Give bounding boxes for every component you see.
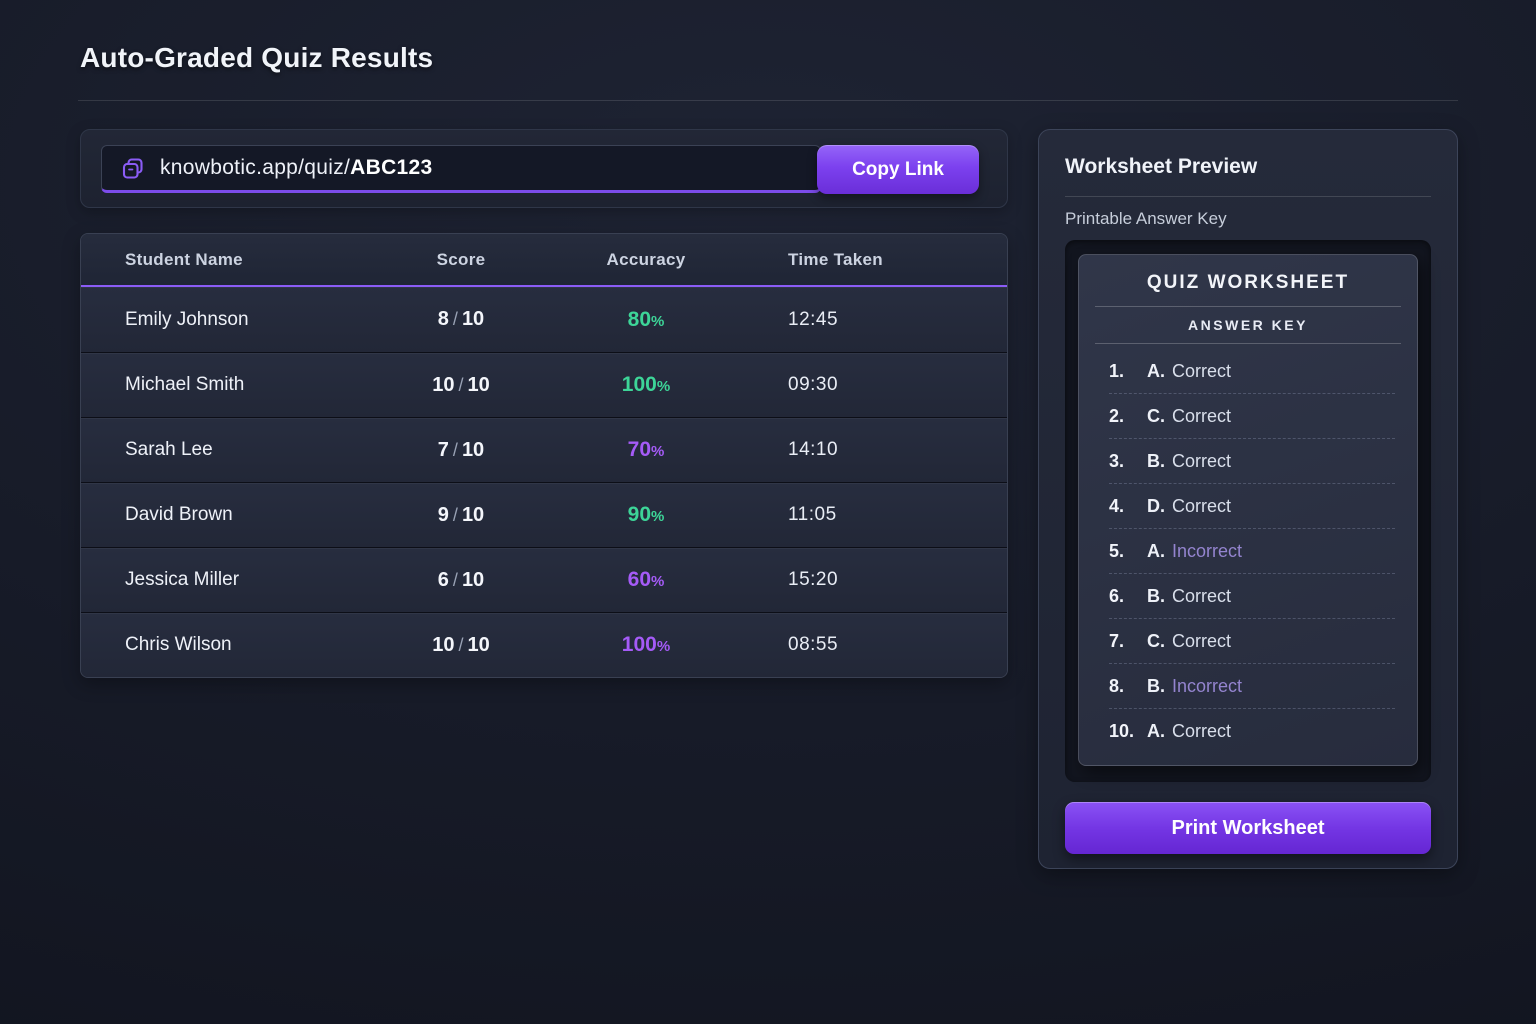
answer-key-item: 3. B. Correct — [1109, 439, 1395, 484]
accuracy-cell: 100% — [621, 373, 671, 396]
time-taken-cell: 08:55 — [788, 634, 839, 655]
answer-result: Correct — [1172, 406, 1232, 426]
answer-number: 6. — [1109, 586, 1125, 606]
answer-letter: D. — [1147, 496, 1165, 516]
answer-key-item: 7. C. Correct — [1109, 619, 1395, 664]
panel-subtitle: Printable Answer Key — [1065, 209, 1227, 228]
quiz-url-text: knowbotic.app/quiz/ABC123 — [160, 156, 433, 179]
score-cell: 9/10 — [437, 503, 485, 526]
table-row: Sarah Lee 7/10 70% 14:10 — [81, 417, 1007, 482]
column-header-score: Score — [436, 249, 486, 269]
worksheet-preview-panel: Worksheet Preview Printable Answer Key Q… — [1038, 129, 1458, 869]
answer-result: Incorrect — [1172, 541, 1243, 561]
table-header-row: Student Name Score Accuracy Time Taken — [81, 234, 1007, 287]
accuracy-cell: 70% — [627, 438, 665, 461]
worksheet-frame: QUIZ WORKSHEET ANSWER KEY 1. A. Correct … — [1065, 240, 1431, 782]
answer-letter: A. — [1147, 361, 1165, 381]
answer-number: 1. — [1109, 361, 1125, 381]
quiz-code: ABC123 — [350, 156, 433, 179]
time-taken-cell: 15:20 — [788, 569, 839, 590]
results-table: Student Name Score Accuracy Time Taken E… — [80, 233, 1008, 678]
score-cell: 10/10 — [432, 373, 490, 396]
worksheet-divider-bottom — [1095, 343, 1401, 344]
answer-key-list: 1. A. Correct 2. C. Correct 3. B. Correc… — [1079, 344, 1417, 757]
answer-number: 7. — [1109, 631, 1125, 651]
time-taken-cell: 12:45 — [788, 308, 839, 330]
answer-number: 5. — [1109, 541, 1125, 561]
print-worksheet-button[interactable]: Print Worksheet — [1065, 802, 1431, 854]
page-title: Auto-Graded Quiz Results — [80, 42, 434, 73]
answer-key-item: 10. A. Correct — [1109, 709, 1395, 753]
share-link-card: knowbotic.app/quiz/ABC123 Copy Link — [80, 129, 1008, 208]
quiz-results-page: Auto-Graded Quiz Results knowbotic.app/q… — [78, 42, 1458, 869]
score-cell: 10/10 — [432, 633, 490, 656]
accuracy-cell: 100% — [621, 633, 671, 656]
quiz-url-input[interactable]: knowbotic.app/quiz/ABC123 — [101, 145, 821, 193]
time-taken-cell: 11:05 — [788, 504, 837, 525]
student-name: Jessica Miller — [125, 569, 240, 590]
answer-letter: B. — [1147, 586, 1165, 606]
answer-key-item: 1. A. Correct — [1109, 349, 1395, 394]
answer-number: 4. — [1109, 496, 1125, 516]
accuracy-cell: 60% — [627, 568, 665, 591]
answer-result: Correct — [1172, 586, 1232, 606]
answer-key-item: 4. D. Correct — [1109, 484, 1395, 529]
answer-result: Correct — [1172, 631, 1232, 651]
answer-key-item: 8. B. Incorrect — [1109, 664, 1395, 709]
student-name: David Brown — [125, 504, 233, 525]
answer-key-label: ANSWER KEY — [1188, 317, 1308, 333]
answer-letter: C. — [1147, 631, 1165, 651]
answer-number: 2. — [1109, 406, 1125, 426]
accuracy-cell: 80% — [627, 307, 665, 331]
answer-letter: C. — [1147, 406, 1165, 426]
table-body: Emily Johnson 8/10 80% 12:45 Michael Smi… — [81, 287, 1007, 677]
table-row: Emily Johnson 8/10 80% 12:45 — [81, 287, 1007, 352]
accuracy-cell: 90% — [627, 503, 665, 526]
table-row: Chris Wilson 10/10 100% 08:55 — [81, 612, 1007, 677]
answer-number: 3. — [1109, 451, 1125, 471]
answer-result: Incorrect — [1172, 676, 1243, 696]
answer-number: 8. — [1109, 676, 1125, 696]
title-divider — [78, 100, 1458, 101]
panel-divider — [1065, 196, 1431, 197]
table-row: Michael Smith 10/10 100% 09:30 — [81, 352, 1007, 417]
answer-letter: A. — [1147, 721, 1165, 741]
answer-number: 10. — [1109, 721, 1135, 741]
column-header-time-taken: Time Taken — [788, 249, 883, 269]
answer-letter: B. — [1147, 451, 1165, 471]
student-name: Sarah Lee — [125, 439, 213, 460]
table-row: David Brown 9/10 90% 11:05 — [81, 482, 1007, 547]
student-name: Emily Johnson — [125, 308, 249, 330]
copy-icon — [122, 158, 143, 179]
answer-result: Correct — [1172, 721, 1232, 741]
answer-letter: B. — [1147, 676, 1165, 696]
student-name: Chris Wilson — [125, 634, 232, 655]
answer-key-item: 6. B. Correct — [1109, 574, 1395, 619]
answer-key-item: 2. C. Correct — [1109, 394, 1395, 439]
answer-result: Correct — [1172, 451, 1232, 471]
answer-letter: A. — [1147, 541, 1165, 561]
answer-result: Correct — [1172, 496, 1232, 516]
column-header-accuracy: Accuracy — [606, 249, 686, 269]
time-taken-cell: 09:30 — [788, 374, 839, 395]
copy-link-button[interactable]: Copy Link — [817, 145, 979, 194]
worksheet-divider-top — [1095, 306, 1401, 307]
answer-key-item: 5. A. Incorrect — [1109, 529, 1395, 574]
panel-title: Worksheet Preview — [1065, 155, 1258, 178]
table-row: Jessica Miller 6/10 60% 15:20 — [81, 547, 1007, 612]
worksheet-card: QUIZ WORKSHEET ANSWER KEY 1. A. Correct … — [1078, 254, 1418, 766]
worksheet-title: QUIZ WORKSHEET — [1146, 272, 1350, 293]
student-name: Michael Smith — [125, 374, 245, 395]
column-header-student-name: Student Name — [125, 249, 243, 269]
time-taken-cell: 14:10 — [788, 439, 839, 460]
score-cell: 7/10 — [437, 438, 485, 461]
answer-result: Correct — [1172, 361, 1232, 381]
score-cell: 8/10 — [437, 308, 485, 330]
score-cell: 6/10 — [437, 568, 485, 591]
